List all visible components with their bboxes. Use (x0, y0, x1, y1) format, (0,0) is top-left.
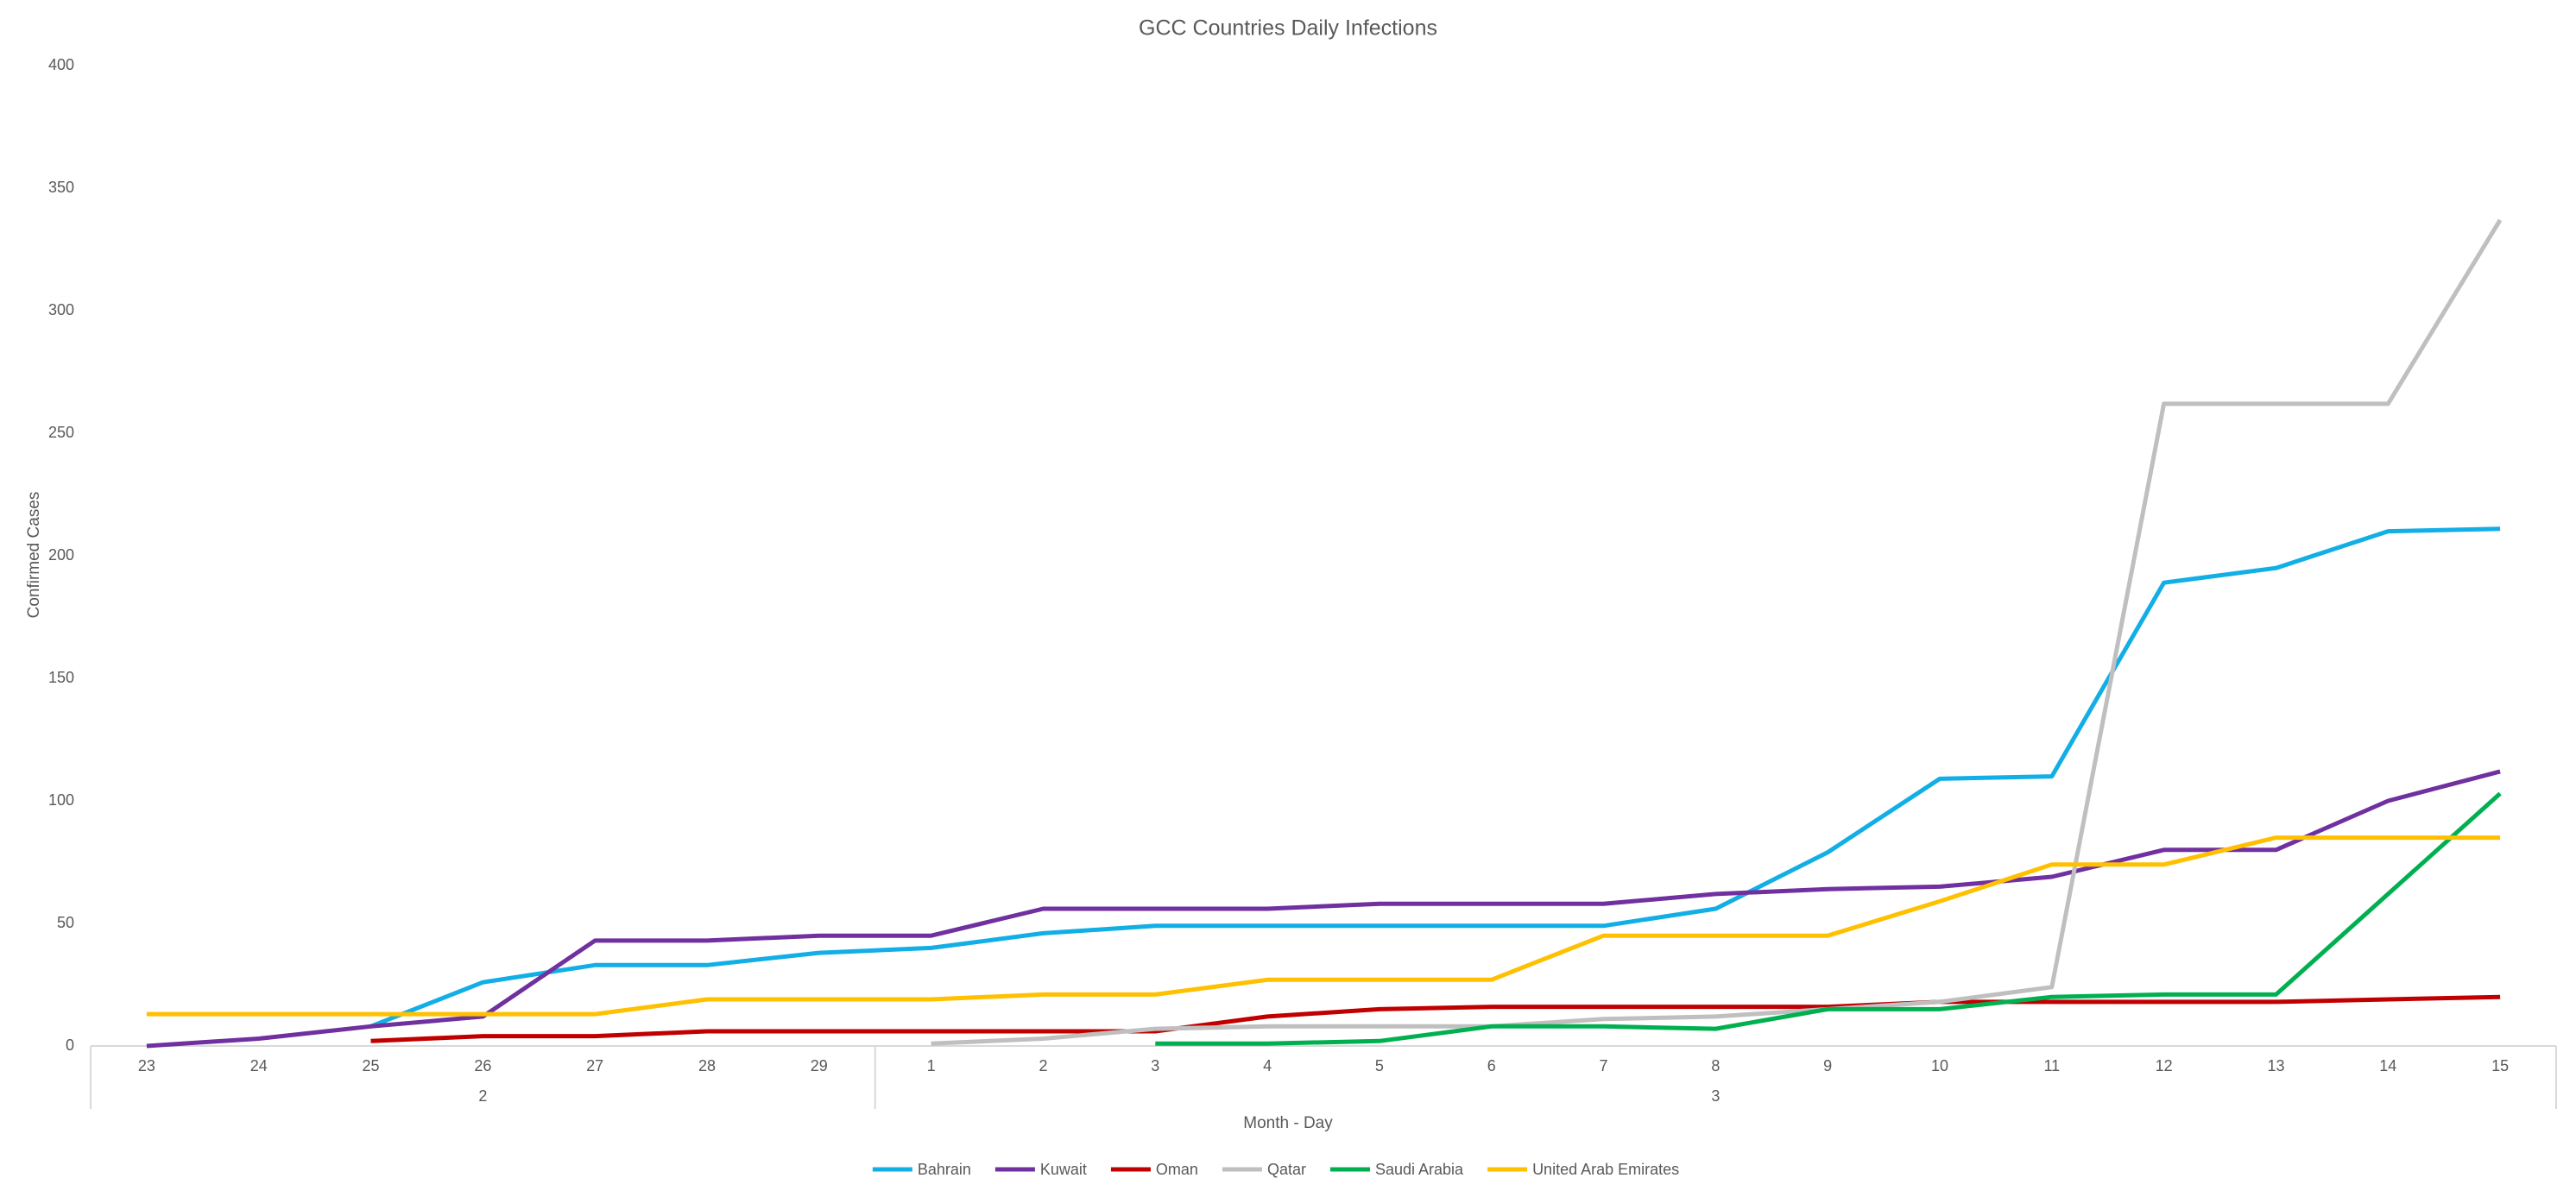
x-tick-label: 12 (2156, 1057, 2173, 1074)
x-tick-label: 29 (811, 1057, 828, 1074)
x-tick-label: 11 (2043, 1057, 2060, 1074)
x-tick-label: 10 (1931, 1057, 1948, 1074)
y-tick-label: 0 (66, 1036, 74, 1054)
chart-title: GCC Countries Daily Infections (1139, 16, 1437, 41)
x-tick-label: 24 (250, 1057, 268, 1074)
y-tick-label: 350 (48, 179, 74, 196)
x-tick-label: 25 (363, 1057, 380, 1074)
series-line (146, 769, 2501, 1049)
x-group-label: 2 (478, 1087, 487, 1105)
x-tick-label: 4 (1263, 1057, 1272, 1074)
x-axis-title: Month - Day (1243, 1114, 1333, 1132)
x-tick-label: 23 (138, 1057, 155, 1074)
y-tick-label: 400 (48, 56, 74, 73)
x-tick-label: 3 (1151, 1057, 1159, 1074)
y-axis-title: Confirmed Cases (25, 492, 43, 619)
y-tick-label: 150 (48, 669, 74, 686)
legend-label: Oman (1156, 1161, 1198, 1178)
legend-label: Kuwait (1040, 1161, 1087, 1178)
legend-label: Qatar (1267, 1161, 1306, 1178)
y-tick-label: 300 (48, 301, 74, 318)
x-tick-label: 9 (1823, 1057, 1832, 1074)
series-line (369, 526, 2501, 1029)
x-tick-label: 14 (2379, 1057, 2396, 1074)
x-tick-label: 28 (698, 1057, 716, 1074)
x-tick-label: 15 (2491, 1057, 2509, 1074)
x-tick-label: 13 (2267, 1057, 2284, 1074)
x-tick-label: 5 (1375, 1057, 1384, 1074)
x-tick-label: 2 (1039, 1057, 1047, 1074)
series-line (146, 835, 2501, 1017)
x-group-label: 3 (1711, 1087, 1720, 1105)
y-tick-label: 200 (48, 546, 74, 564)
legend-label: United Arab Emirates (1532, 1161, 1679, 1178)
y-tick-label: 50 (57, 914, 74, 931)
legend-label: Saudi Arabia (1375, 1161, 1464, 1178)
series-line (1155, 791, 2502, 1046)
x-tick-label: 26 (474, 1057, 491, 1074)
x-tick-label: 27 (586, 1057, 603, 1074)
y-tick-label: 100 (48, 791, 74, 809)
series-line (931, 218, 2503, 1046)
legend-label: Bahrain (918, 1161, 971, 1178)
series-line (370, 994, 2501, 1043)
x-tick-label: 6 (1487, 1057, 1496, 1074)
x-tick-label: 7 (1600, 1057, 1608, 1074)
x-tick-label: 8 (1711, 1057, 1720, 1074)
x-tick-label: 1 (927, 1057, 936, 1074)
y-tick-label: 250 (48, 424, 74, 441)
